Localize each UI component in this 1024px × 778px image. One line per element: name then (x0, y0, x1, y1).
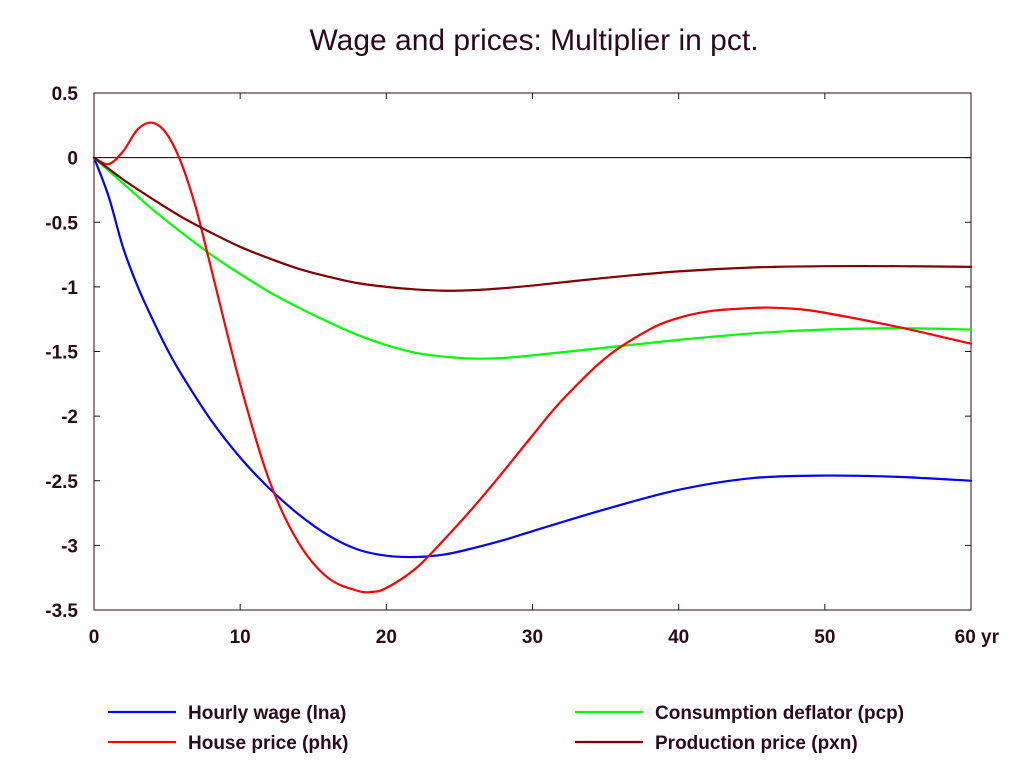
plot-area (93, 92, 972, 611)
series-line-house-price-phk (92, 121, 973, 594)
series-line-consumption-deflator-pcp (92, 156, 973, 360)
y-tick-label: -2 (61, 407, 78, 428)
y-tick-label: 0.5 (52, 84, 79, 105)
plot-border (93, 92, 972, 611)
series-layer (92, 121, 973, 594)
y-tick-label: -1 (61, 278, 78, 299)
legend-label-house-price-phk: House price (phk) (188, 733, 348, 754)
legend-label-production-price-pxn: Production price (pxn) (655, 733, 858, 754)
chart-title: Wage and prices: Multiplier in pct. (309, 24, 758, 57)
legend-label-consumption-deflator-pcp: Consumption deflator (pcp) (655, 703, 904, 724)
series-line-hourly-wage-lna (92, 156, 973, 559)
y-axis: 0.5 0 -0.5 -1 -1.5 -2 -2.5 -3 -3.5 (45, 84, 971, 622)
y-tick-label: -0.5 (45, 213, 78, 234)
x-tick-label: 30 (522, 627, 543, 648)
x-tick-label: 50 (814, 627, 835, 648)
x-tick-label: 10 (230, 627, 251, 648)
x-tick-label: 20 (376, 627, 397, 648)
y-tick-label: 0 (67, 149, 78, 170)
y-tick-label: -3.5 (45, 601, 78, 622)
legend: Hourly wage (lna) Consumption deflator (p… (108, 703, 904, 754)
series-line-production-price-pxn (92, 156, 973, 292)
x-tick-label: 60 yr (955, 627, 1000, 648)
x-tick-label: 40 (668, 627, 689, 648)
legend-label-hourly-wage-lna: Hourly wage (lna) (188, 703, 346, 724)
x-tick-label: 0 (89, 627, 100, 648)
y-tick-label: -1.5 (45, 343, 78, 364)
x-axis: 0 10 20 30 40 50 60 yr (89, 93, 1000, 648)
y-tick-label: -2.5 (45, 472, 78, 493)
y-tick-label: -3 (61, 536, 78, 557)
